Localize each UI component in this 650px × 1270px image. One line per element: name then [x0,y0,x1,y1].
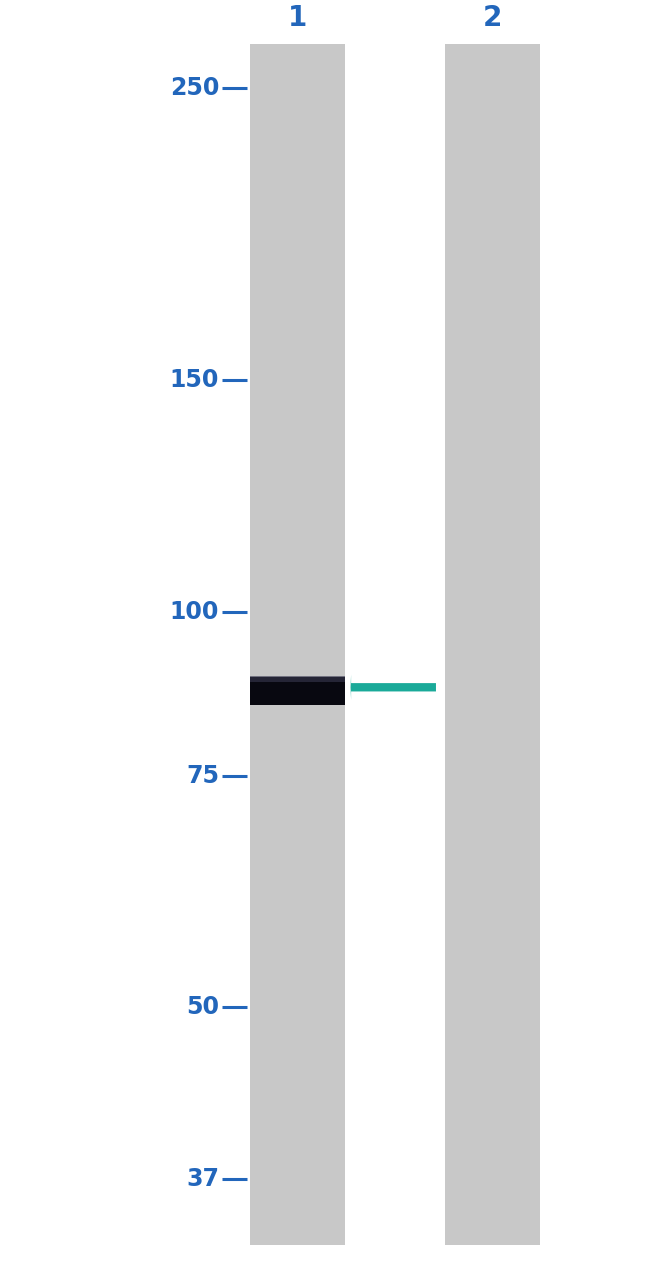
Bar [250,677,344,705]
Text: 50: 50 [186,996,219,1020]
Text: 250: 250 [170,76,219,100]
Text: 75: 75 [186,763,219,787]
Bar [445,44,540,1245]
Text: 37: 37 [186,1167,219,1191]
Bar [250,44,344,1245]
Text: 100: 100 [170,599,219,624]
Text: 150: 150 [170,368,219,392]
Text: 1: 1 [288,4,307,32]
Text: 2: 2 [483,4,502,32]
Bar [250,676,344,682]
